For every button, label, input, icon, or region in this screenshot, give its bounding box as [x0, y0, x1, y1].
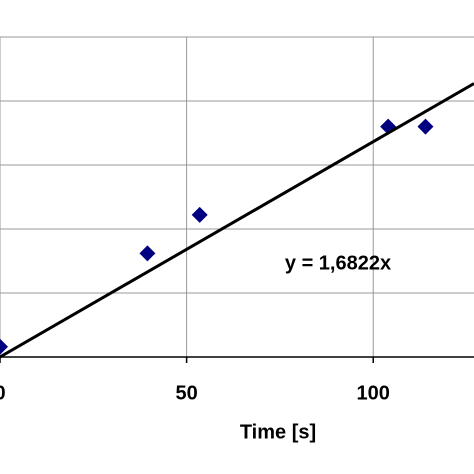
x-tick-label: 50	[175, 382, 197, 404]
trendline-label: y = 1,6822x	[285, 252, 391, 274]
x-tick-label: 0	[0, 382, 6, 404]
data-point	[417, 118, 434, 135]
data-point	[0, 338, 8, 355]
x-axis-label: Time [s]	[240, 421, 316, 443]
data-point	[191, 206, 208, 223]
data-point	[380, 118, 397, 135]
x-tick-label: 100	[357, 382, 390, 404]
trendline	[0, 82, 474, 359]
data-point	[139, 245, 156, 262]
